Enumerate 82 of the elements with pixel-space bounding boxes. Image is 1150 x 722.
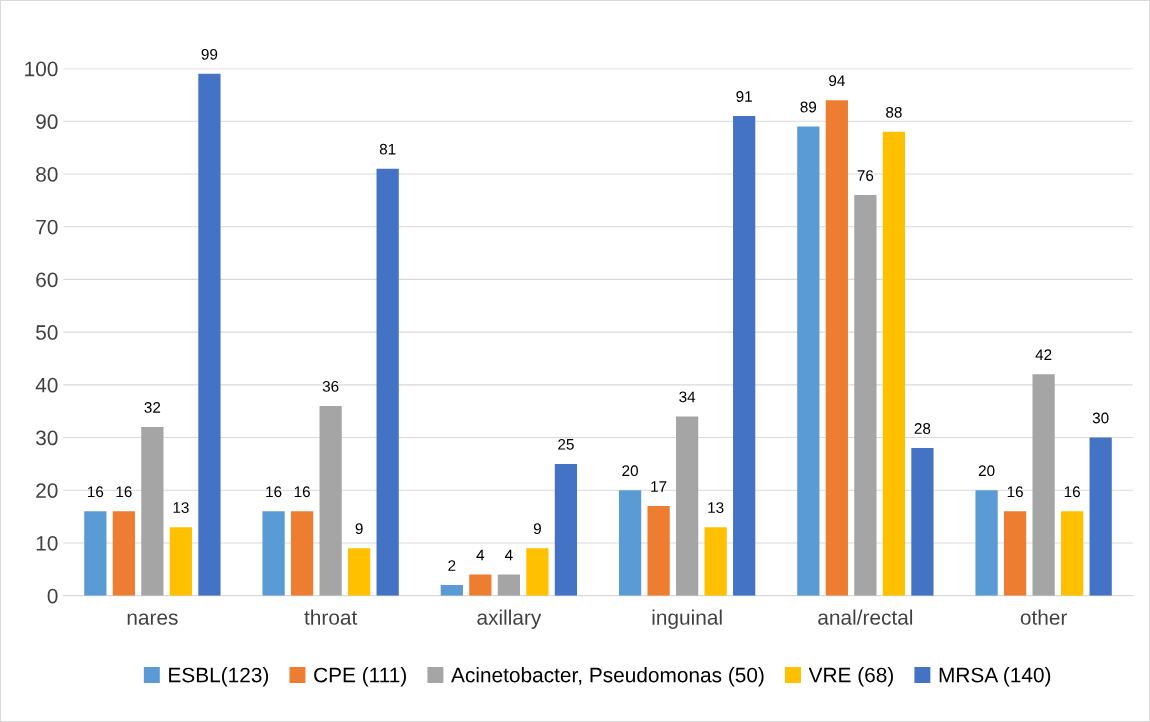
data-label: 16 [266, 486, 282, 498]
y-tick-label: 70 [36, 219, 58, 235]
bar [825, 100, 848, 596]
data-label: 91 [736, 91, 752, 102]
bar [112, 511, 135, 596]
y-tick-label: 80 [36, 167, 58, 182]
y-tick-label: 30 [36, 430, 58, 446]
y-tick-label: 40 [35, 377, 58, 393]
bar [319, 405, 342, 596]
y-tick-label: 50 [36, 325, 58, 340]
bar [440, 585, 463, 596]
bar [554, 463, 578, 596]
data-label: 2 [448, 560, 456, 571]
bar [262, 511, 285, 596]
y-tick-label: 60 [36, 272, 58, 288]
data-label: 16 [88, 486, 104, 498]
bar [1032, 374, 1055, 596]
data-label: 9 [533, 523, 541, 535]
bar [526, 548, 549, 596]
bar [911, 448, 934, 596]
bar [676, 416, 699, 596]
x-tick-label: anal/rectal [818, 609, 913, 625]
legend-label: MRSA (140) [939, 667, 1051, 687]
x-tick-label: inguinal [652, 609, 722, 629]
data-label: 28 [914, 423, 931, 434]
x-tick-label: nares [127, 613, 178, 625]
data-label: 36 [322, 380, 339, 392]
bar [469, 574, 492, 596]
data-label: 88 [886, 106, 902, 118]
bar [290, 511, 314, 596]
y-tick-label: 90 [36, 114, 58, 130]
bar [797, 126, 820, 596]
legend-label: CPE (111) [314, 667, 406, 687]
data-label: 17 [651, 481, 667, 492]
data-label: 30 [1092, 412, 1109, 424]
bar [141, 426, 164, 596]
data-label: 99 [201, 48, 218, 60]
bar [647, 506, 670, 596]
bar [704, 527, 727, 596]
bar [1089, 437, 1112, 596]
data-label: 25 [558, 438, 574, 450]
data-label: 4 [476, 549, 485, 561]
bar [1003, 511, 1027, 596]
y-tick-label: 10 [36, 535, 58, 551]
bar [348, 548, 371, 596]
y-tick-label: 20 [36, 483, 58, 498]
data-label: 42 [1035, 349, 1052, 360]
x-tick-label: other [1020, 609, 1068, 625]
legend-label: Acinetobacter, Pseudomonas (50) [451, 667, 764, 687]
bar [84, 511, 107, 596]
data-label: 94 [829, 75, 845, 87]
data-label: 13 [173, 502, 189, 513]
bar [975, 490, 998, 596]
data-label: 76 [857, 170, 874, 181]
data-label: 20 [978, 465, 995, 477]
bar [169, 527, 193, 596]
bar [1061, 511, 1084, 596]
bar [882, 131, 906, 596]
data-label: 81 [379, 143, 396, 155]
bar [376, 168, 399, 596]
data-label: 16 [116, 486, 132, 498]
bar [198, 73, 221, 596]
bar [497, 574, 520, 596]
data-label: 34 [679, 391, 696, 403]
data-label: 9 [355, 523, 363, 535]
legend-label: ESBL(123) [169, 667, 269, 687]
legend-label: VRE (68) [808, 667, 893, 687]
x-tick-label: axillary [477, 609, 542, 629]
y-tick-label: 100 [25, 61, 58, 77]
data-label: 16 [1007, 486, 1023, 498]
bar [618, 490, 642, 596]
data-label: 32 [144, 402, 161, 413]
data-label: 89 [800, 101, 817, 113]
data-label: 16 [294, 486, 310, 498]
bar [854, 195, 877, 596]
y-tick-label: 0 [47, 588, 58, 604]
bar [733, 116, 756, 596]
data-label: 13 [708, 502, 724, 513]
data-label: 16 [1064, 486, 1080, 498]
x-tick-label: throat [304, 609, 358, 625]
data-label: 20 [622, 465, 638, 477]
data-label: 4 [504, 549, 513, 561]
